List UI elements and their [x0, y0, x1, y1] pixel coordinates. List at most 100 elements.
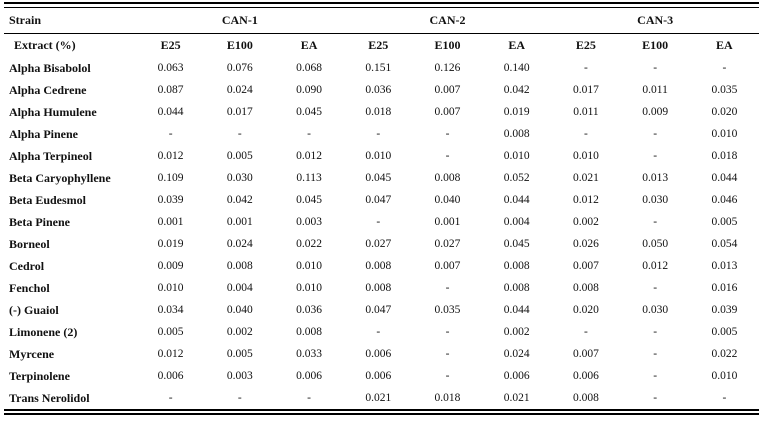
value-cell: -	[722, 392, 727, 405]
value-cell: 0.040	[434, 194, 461, 207]
value-cell: -	[653, 370, 658, 383]
value-cell: -	[168, 128, 173, 141]
value-cell: 0.044	[503, 304, 530, 317]
value-cell: -	[653, 348, 658, 361]
value-cell: 0.008	[572, 282, 599, 295]
value-cell: -	[653, 62, 658, 75]
compound-name: Alpha Humulene	[9, 104, 97, 119]
value-cell: 0.012	[296, 150, 322, 163]
column-header-can1-ea: EA	[300, 38, 318, 53]
bottom-rule-outer	[4, 412, 759, 415]
value-cell: 0.039	[711, 304, 738, 317]
value-cell: 0.011	[573, 106, 599, 119]
compound-row: Beta Caryophyllene 0.109 0.030 0.113 0.045 0.…	[4, 167, 759, 189]
value-cell: 0.126	[434, 62, 461, 75]
compound-row: Myrcene 0.012 0.005 0.033 0.006 - 0.024 0.007 - 0…	[4, 343, 759, 365]
value-cell: 0.050	[642, 238, 669, 251]
column-header-can3-e100: E100	[642, 38, 669, 53]
compound-name: Fenchol	[9, 280, 50, 295]
compound-row: Fenchol 0.010 0.004 0.010 0.008 - 0.008 0.008 - 0…	[4, 277, 759, 299]
value-cell: 0.047	[365, 304, 392, 317]
value-cell: 0.008	[503, 260, 530, 273]
compound-name: Limonene (2)	[9, 324, 78, 339]
value-cell: 0.010	[572, 150, 599, 163]
value-cell: -	[653, 150, 658, 163]
compound-row: Alpha Pinene - - - - - 0.008 - - 0.010	[4, 123, 759, 145]
value-cell: 0.006	[157, 370, 184, 383]
value-cell: 0.012	[572, 194, 599, 207]
value-cell: 0.022	[711, 348, 738, 361]
column-header-can2-e25: E25	[368, 38, 389, 53]
value-cell: 0.030	[226, 172, 253, 185]
value-cell: -	[445, 370, 450, 383]
value-cell: 0.030	[642, 194, 669, 207]
value-cell: 0.036	[296, 304, 322, 317]
column-header-can1-e100: E100	[226, 38, 253, 53]
top-rule-inner	[4, 7, 759, 9]
value-cell: 0.001	[226, 216, 253, 229]
compound-row: Alpha Humulene 0.044 0.017 0.045 0.018 0.007 0…	[4, 101, 759, 123]
value-cell: -	[584, 326, 588, 339]
value-cell: 0.008	[503, 128, 530, 141]
top-rule-outer	[4, 2, 759, 4]
extract-header-row: Extract (%) E25 E100 EA E25 E100 EA E25 …	[4, 33, 759, 57]
compound-name: Alpha Pinene	[9, 126, 79, 141]
value-cell: -	[307, 128, 311, 141]
compound-row: Alpha Terpineol 0.012 0.005 0.012 0.010 - 0.01…	[4, 145, 759, 167]
value-cell: 0.035	[711, 84, 738, 97]
value-cell: 0.004	[226, 282, 253, 295]
value-cell: 0.044	[711, 172, 738, 185]
compound-name: Trans Nerolidol	[9, 390, 90, 405]
value-cell: 0.017	[226, 106, 253, 119]
value-cell: 0.068	[296, 62, 322, 75]
value-cell: 0.011	[642, 84, 668, 97]
value-cell: 0.010	[157, 282, 184, 295]
value-cell: 0.008	[503, 282, 530, 295]
value-cell: 0.017	[572, 84, 599, 97]
compound-row: Cedrol 0.009 0.008 0.010 0.008 0.007 0.008 0.00…	[4, 255, 759, 277]
value-cell: 0.045	[503, 238, 530, 251]
value-cell: 0.039	[157, 194, 184, 207]
value-cell: 0.109	[157, 172, 184, 185]
column-header-can3-e25: E25	[575, 38, 596, 53]
value-cell: 0.034	[157, 304, 184, 317]
value-cell: 0.008	[226, 260, 253, 273]
value-cell: 0.007	[572, 260, 599, 273]
value-cell: 0.007	[434, 106, 461, 119]
value-cell: -	[445, 282, 450, 295]
value-cell: 0.027	[434, 238, 461, 251]
value-cell: -	[445, 150, 450, 163]
value-cell: 0.005	[157, 326, 184, 339]
value-cell: 0.021	[572, 172, 599, 185]
compound-row: (-) Guaiol 0.034 0.040 0.036 0.047 0.035 0.044…	[4, 299, 759, 321]
value-cell: 0.005	[711, 216, 738, 229]
value-cell: 0.010	[296, 282, 322, 295]
value-cell: 0.013	[642, 172, 669, 185]
value-cell: 0.020	[711, 106, 738, 119]
value-cell: -	[584, 62, 588, 75]
compound-name: Alpha Cedrene	[9, 82, 87, 97]
value-cell: 0.004	[503, 216, 530, 229]
compound-name: Terpinolene	[9, 368, 70, 383]
value-cell: 0.008	[296, 326, 322, 339]
strain-header-row: Strain CAN-1 CAN-2 CAN-3	[4, 8, 759, 34]
compound-row: Borneol 0.019 0.024 0.022 0.027 0.027 0.045 0.0…	[4, 233, 759, 255]
value-cell: 0.047	[365, 194, 392, 207]
value-cell: 0.008	[434, 172, 461, 185]
value-cell: 0.012	[157, 348, 184, 361]
value-cell: 0.003	[296, 216, 322, 229]
value-cell: 0.006	[365, 348, 392, 361]
value-cell: 0.006	[572, 370, 599, 383]
value-cell: 0.113	[296, 172, 322, 185]
bottom-rule-inner	[4, 409, 759, 411]
value-cell: -	[237, 392, 242, 405]
value-cell: 0.042	[503, 84, 530, 97]
compound-name: (-) Guaiol	[9, 302, 59, 317]
extract-label: Extract (%)	[14, 38, 76, 53]
value-cell: -	[653, 128, 658, 141]
compound-row: Alpha Bisabolol 0.063 0.076 0.068 0.151 0.126…	[4, 57, 759, 79]
value-cell: 0.090	[296, 84, 322, 97]
value-cell: 0.021	[503, 392, 530, 405]
value-cell: 0.042	[226, 194, 253, 207]
